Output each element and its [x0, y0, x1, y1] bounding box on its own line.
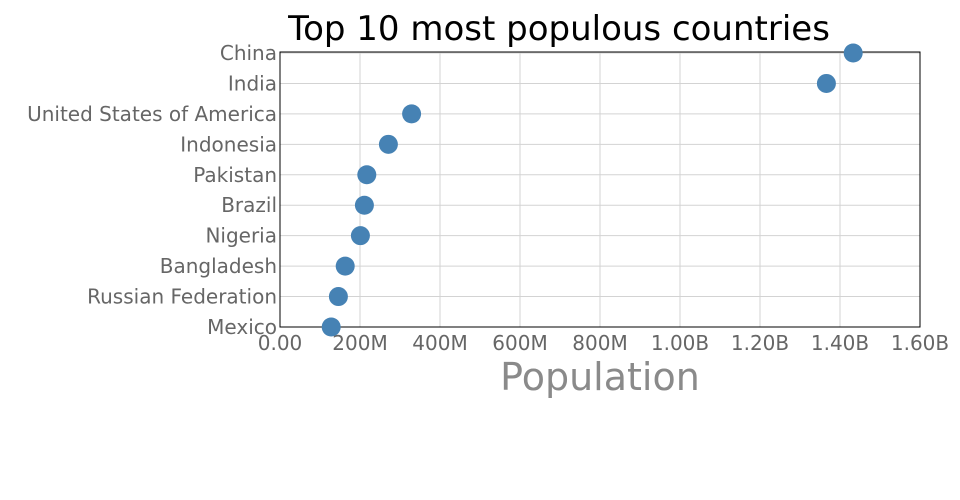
category-label: Pakistan [193, 163, 277, 187]
x-tick-label: 0.00 [258, 331, 303, 355]
data-point[interactable] [328, 287, 348, 307]
gridlines [279, 52, 921, 328]
category-label: Russian Federation [87, 285, 277, 309]
x-axis-title: Population [500, 355, 700, 399]
data-point[interactable] [843, 43, 863, 63]
category-label: Mexico [207, 315, 277, 339]
x-tick-label: 200M [332, 331, 387, 355]
x-tick-labels: 0.00 200M 400M 600M 800M 1.00B 1.20B 1.40B 1.60B [258, 331, 949, 355]
category-label: Brazil [221, 193, 277, 217]
x-tick-label: 1.00B [651, 331, 709, 355]
data-point[interactable] [378, 134, 398, 154]
plot-frame [279, 51, 921, 328]
x-tick-label: 600M [492, 331, 547, 355]
data-point[interactable] [350, 226, 370, 246]
category-label: Bangladesh [160, 254, 277, 278]
x-tick-label: 1.40B [811, 331, 869, 355]
data-point[interactable] [321, 317, 341, 337]
data-point[interactable] [816, 73, 836, 93]
data-point[interactable] [402, 104, 422, 124]
category-label: India [228, 71, 277, 95]
chart-title: Top 10 most populous countries [287, 9, 830, 49]
x-tick-label: 400M [412, 331, 467, 355]
category-labels: China India United States of America Indone… [27, 41, 277, 339]
x-tick-label: 1.20B [731, 331, 789, 355]
data-points [321, 43, 863, 337]
data-point[interactable] [357, 165, 377, 185]
data-point[interactable] [335, 256, 355, 276]
category-label: China [220, 41, 277, 65]
category-label: United States of America [27, 102, 277, 126]
category-label: Indonesia [180, 132, 277, 156]
x-tick-label: 1.60B [891, 331, 949, 355]
data-point[interactable] [354, 195, 374, 215]
category-label: Nigeria [205, 224, 277, 248]
x-tick-label: 800M [572, 331, 627, 355]
